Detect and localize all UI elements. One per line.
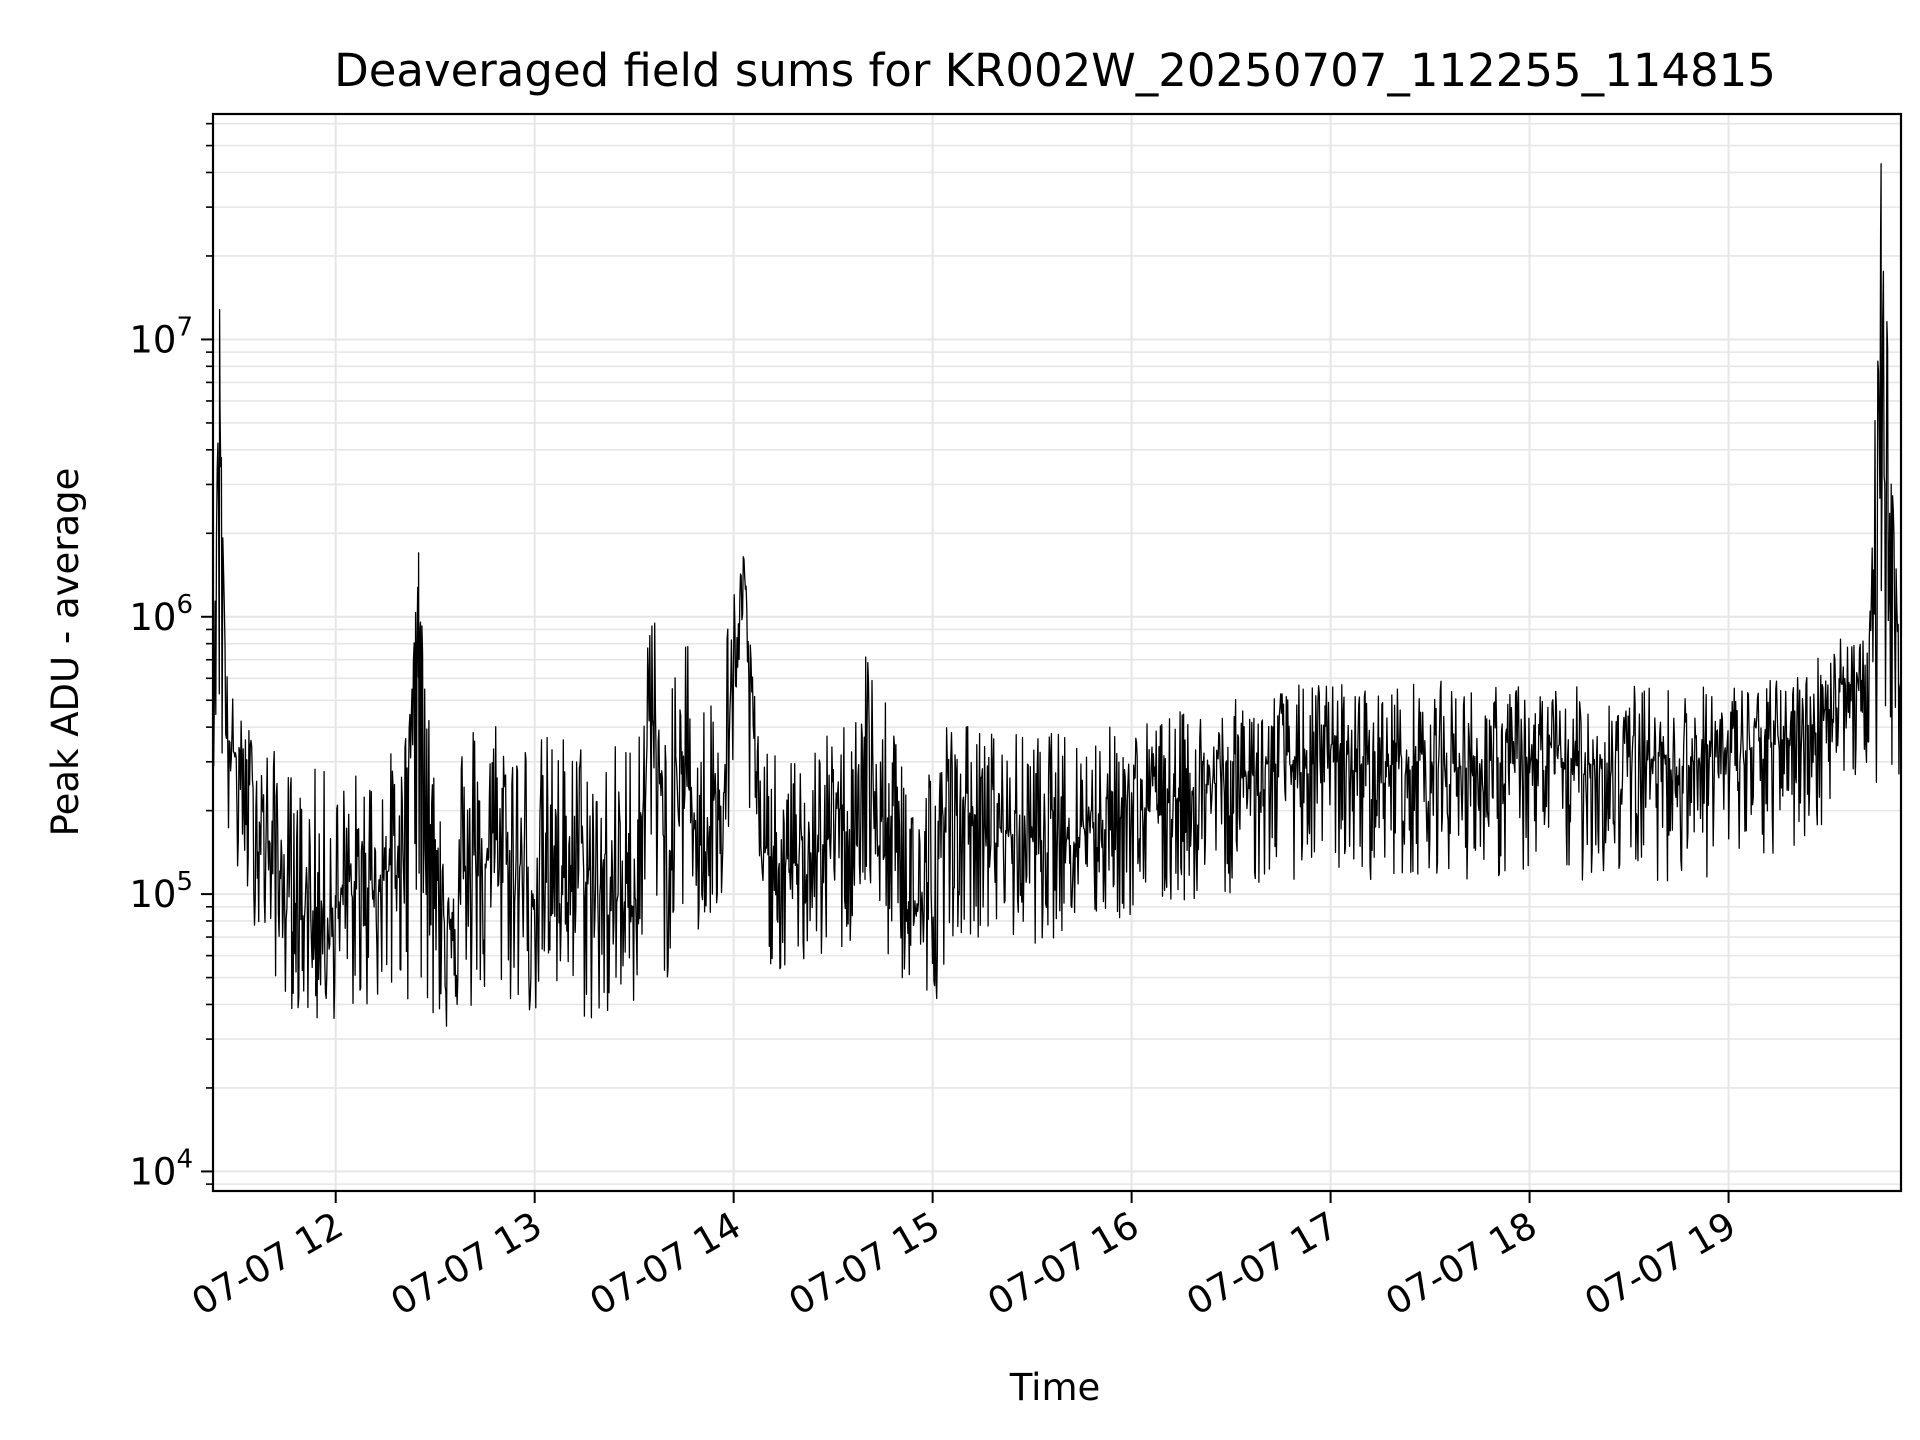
grid-lines — [213, 114, 1901, 1191]
y-tick-label: 105 — [129, 867, 193, 916]
y-tick-label: 107 — [129, 312, 193, 361]
x-tick-label: 07-07 19 — [1577, 1204, 1743, 1324]
y-axis-label: Peak ADU - average — [44, 468, 87, 837]
x-tick-label: 07-07 13 — [384, 1204, 550, 1324]
y-tick-label: 106 — [129, 590, 193, 639]
y-axis-ticks: 104 105 106 107 — [129, 122, 213, 1193]
data-series — [212, 163, 1902, 1027]
chart-title: Deaveraged field sums for KR002W_2025070… — [334, 44, 1776, 97]
x-tick-label: 07-07 18 — [1379, 1204, 1545, 1324]
x-axis-label: Time — [1009, 1366, 1101, 1409]
x-tick-label: 07-07 12 — [185, 1204, 351, 1324]
x-axis-ticks: 07-07 12 07-07 13 07-07 14 07-07 15 07-07 16… — [185, 1191, 1743, 1324]
x-tick-label: 07-07 14 — [583, 1204, 749, 1324]
x-tick-label: 07-07 15 — [782, 1204, 948, 1324]
x-tick-label: 07-07 16 — [981, 1204, 1147, 1324]
x-tick-label: 07-07 17 — [1180, 1204, 1346, 1324]
plot-frame — [211, 112, 1903, 1193]
y-tick-label: 104 — [129, 1144, 193, 1193]
series-line — [212, 163, 1902, 1027]
